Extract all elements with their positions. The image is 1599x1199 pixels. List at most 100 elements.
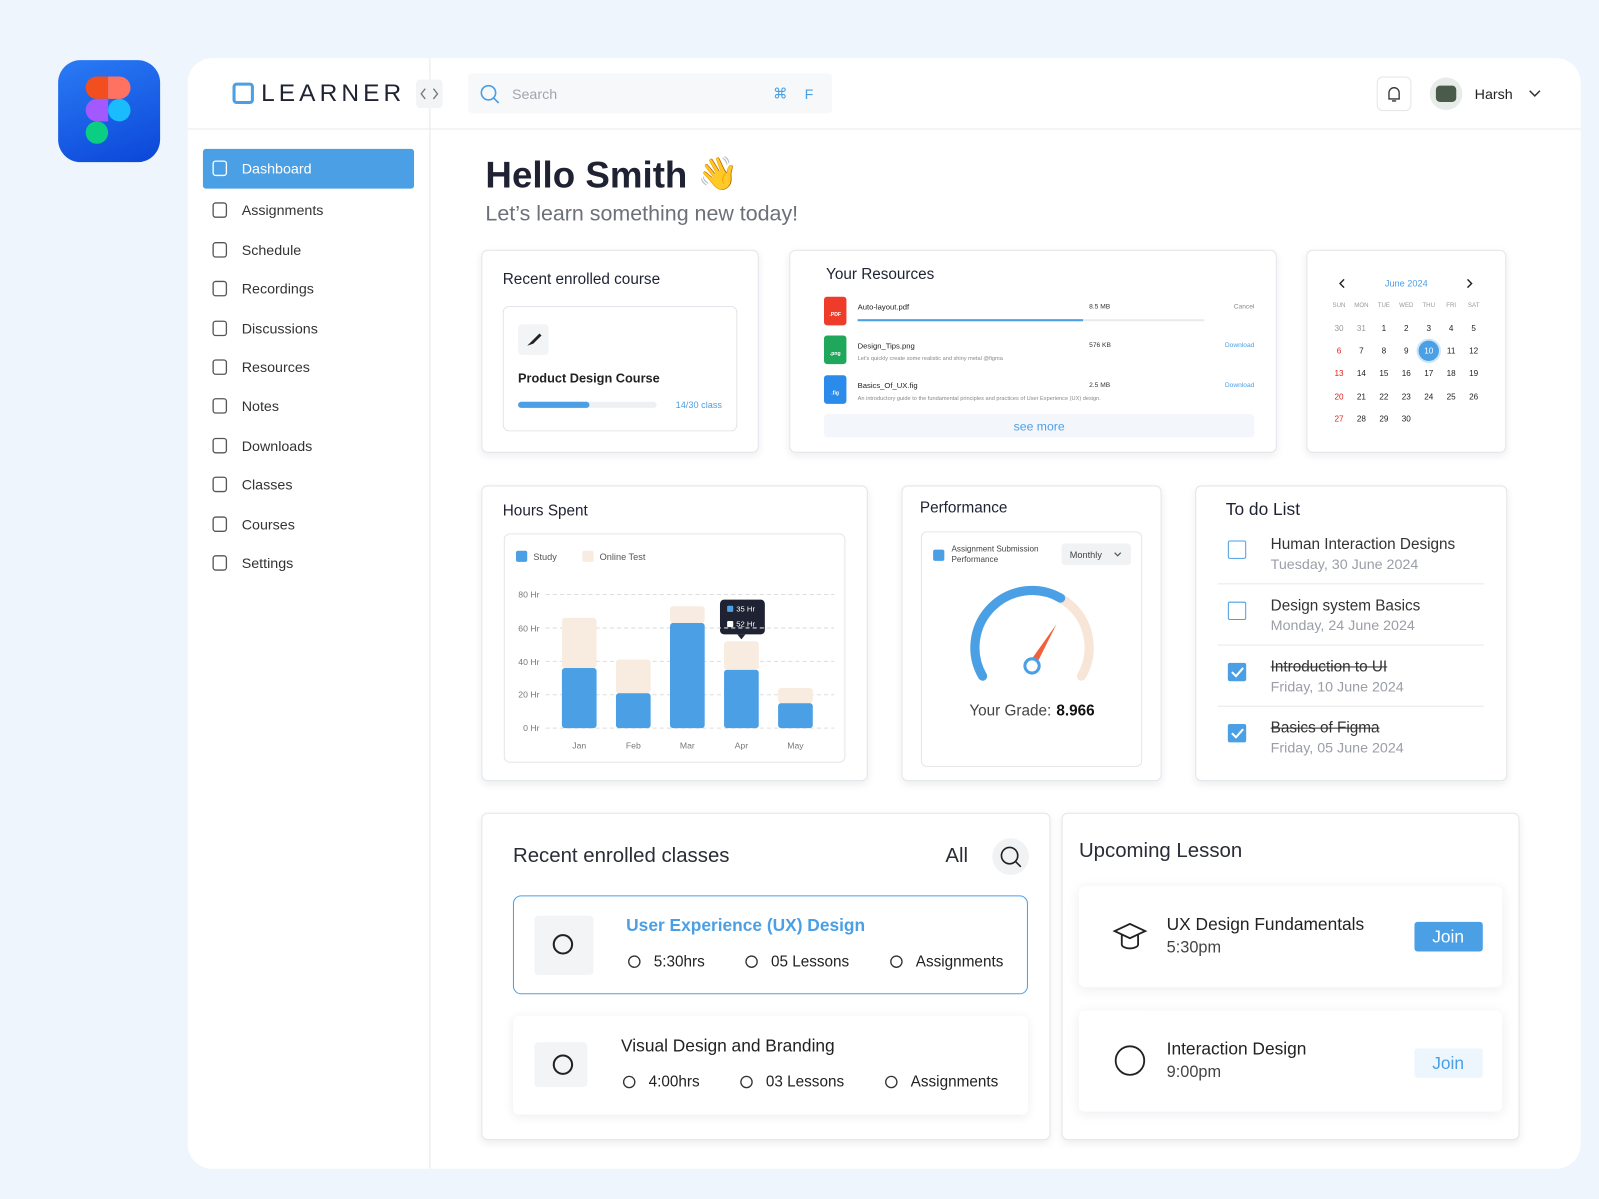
calendar-day[interactable]: 1 <box>1381 323 1387 333</box>
menu-item[interactable]: Settings <box>241 554 294 572</box>
calendar-day[interactable]: 9 <box>1404 346 1409 356</box>
period-dropdown[interactable] <box>1061 543 1131 565</box>
legend-swatch <box>933 549 945 561</box>
calendar-day[interactable]: 25 <box>1446 392 1456 402</box>
join-label[interactable]: Join <box>1432 926 1465 947</box>
calendar-day[interactable]: 5 <box>1471 323 1476 333</box>
class-icon <box>552 934 574 955</box>
menu-item-active[interactable] <box>202 148 415 189</box>
calendar-day[interactable]: 3 <box>1426 323 1432 333</box>
calendar-day[interactable]: 8 <box>1381 346 1387 356</box>
tooltip-swatch <box>727 621 734 628</box>
calendar-day[interactable]: 22 <box>1379 392 1389 402</box>
file-action[interactable]: Download <box>1224 381 1255 390</box>
menu-item[interactable]: Courses <box>241 516 295 533</box>
calendar-day[interactable]: 24 <box>1424 392 1434 402</box>
period-label[interactable]: Monthly <box>1069 549 1102 560</box>
x-tick-label: Jan <box>572 740 587 751</box>
file-action[interactable]: Download <box>1224 342 1255 350</box>
join-button[interactable] <box>1414 921 1483 952</box>
menu-item[interactable]: Notes <box>241 397 279 415</box>
calendar-day[interactable]: 19 <box>1469 368 1479 378</box>
next-month <box>1466 278 1473 289</box>
search-box[interactable] <box>468 73 833 114</box>
class-item[interactable] <box>512 895 1028 995</box>
file-type: .fig <box>831 390 840 397</box>
file-action[interactable]: Cancel <box>1233 303 1255 311</box>
calendar-day[interactable]: 12 <box>1469 346 1479 356</box>
menu-icon <box>212 160 228 177</box>
calendar-day[interactable]: 21 <box>1356 392 1366 402</box>
calendar-day[interactable]: 27 <box>1334 414 1344 424</box>
calendar-day[interactable]: 6 <box>1336 346 1342 356</box>
file-type: .png <box>829 350 841 357</box>
class-title[interactable]: User Experience (UX) Design <box>626 915 866 936</box>
class-title[interactable]: Visual Design and Branding <box>621 1036 835 1056</box>
class-tasks: Assignments <box>915 953 1004 971</box>
class-icon-box <box>534 1042 588 1088</box>
calendar-day[interactable]: 4 <box>1448 323 1454 333</box>
menu-item[interactable]: Schedule <box>241 241 302 259</box>
calendar-day[interactable]: 30 <box>1401 414 1411 424</box>
menu-item[interactable]: Recordings <box>241 280 314 297</box>
filter[interactable]: All <box>945 844 969 868</box>
calendar-day[interactable]: 14 <box>1356 368 1366 378</box>
meta-icon <box>745 955 758 968</box>
y-tick-label: 0 Hr <box>523 723 540 734</box>
user-name[interactable]: Harsh <box>1474 85 1513 102</box>
checkbox[interactable] <box>1227 540 1247 559</box>
x-tick-label: May <box>787 740 804 751</box>
calendar-day[interactable]: 23 <box>1401 392 1411 402</box>
checkbox[interactable] <box>1227 601 1247 621</box>
menu-item[interactable]: Downloads <box>241 437 313 454</box>
menu-icon <box>212 555 228 571</box>
search-icon <box>480 84 497 101</box>
calendar-day[interactable]: 17 <box>1424 368 1434 378</box>
see-more-bar[interactable] <box>823 414 1255 438</box>
y-tick-label: 40 Hr <box>518 656 540 667</box>
file-description: Let's quickly create some realistic and … <box>857 355 1003 363</box>
meta-icon <box>622 1075 636 1089</box>
tooltip-pointer <box>737 634 746 640</box>
class-item[interactable] <box>512 1015 1028 1115</box>
checkbox-checked[interactable] <box>1227 662 1247 682</box>
bar-segment <box>615 693 651 729</box>
bar-segment <box>670 606 705 623</box>
bar-segment <box>724 641 759 670</box>
join-button[interactable] <box>1414 1048 1483 1078</box>
check-mark <box>1231 667 1244 678</box>
calendar-day[interactable]: 26 <box>1469 392 1479 402</box>
menu-item[interactable]: Dashboard <box>241 160 312 177</box>
bar-segment <box>778 688 813 704</box>
calendar-day[interactable]: 16 <box>1401 368 1411 378</box>
menu-item[interactable]: Discussions <box>241 320 318 337</box>
menu-item[interactable]: Classes <box>241 476 293 493</box>
calendar-day[interactable]: 28 <box>1356 414 1366 424</box>
bar-segment <box>724 669 759 729</box>
figma-logo-part <box>85 121 109 144</box>
card-title: Your Resources <box>826 265 935 283</box>
class-search[interactable] <box>992 838 1029 875</box>
calendar-day[interactable]: 2 <box>1404 323 1409 333</box>
calendar-day[interactable]: 29 <box>1379 414 1389 424</box>
calendar-day[interactable]: 18 <box>1446 368 1456 378</box>
greeting-emoji: 👋 <box>697 155 739 192</box>
calendar-day[interactable]: 10 <box>1424 346 1434 356</box>
weekday: FRI <box>1446 302 1457 309</box>
weekday: MON <box>1354 302 1369 309</box>
menu-item[interactable]: Resources <box>241 358 310 376</box>
calendar-day[interactable]: 13 <box>1334 368 1344 378</box>
checkbox-checked[interactable] <box>1227 724 1247 743</box>
calendar-day[interactable]: 15 <box>1379 368 1389 378</box>
menu-item[interactable]: Assignments <box>241 201 324 219</box>
bar-segment <box>670 622 705 729</box>
calendar-day[interactable]: 20 <box>1334 392 1344 402</box>
join-label[interactable]: Join <box>1432 1053 1465 1073</box>
card-title: Hours Spent <box>502 502 588 520</box>
class-duration: 5:30hrs <box>653 953 705 971</box>
notification-button[interactable] <box>1376 76 1412 112</box>
calendar-day[interactable]: 7 <box>1359 346 1364 356</box>
see-more[interactable]: see more <box>1013 419 1065 434</box>
calendar-day[interactable]: 11 <box>1446 346 1456 356</box>
course-name: Product Design Course <box>518 371 660 386</box>
